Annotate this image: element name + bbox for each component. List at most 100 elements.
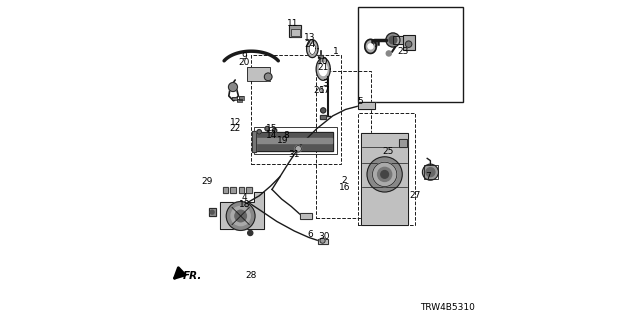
Bar [230, 187, 236, 193]
Bar [252, 131, 256, 152]
Bar [291, 29, 300, 36]
Text: 26: 26 [314, 86, 325, 95]
Bar [424, 165, 438, 179]
Bar [289, 25, 301, 37]
Text: 7: 7 [426, 172, 431, 181]
Text: 12: 12 [230, 118, 241, 127]
Text: 23: 23 [397, 47, 408, 56]
Text: 4: 4 [242, 193, 248, 202]
Bar [399, 139, 408, 147]
Bar [253, 127, 337, 154]
Circle shape [320, 238, 325, 243]
Circle shape [257, 130, 262, 134]
Text: 30: 30 [318, 232, 330, 241]
Polygon shape [220, 192, 264, 229]
Text: 9: 9 [241, 52, 246, 60]
Text: 29: 29 [202, 177, 213, 186]
Bar [223, 187, 228, 193]
Bar [232, 97, 237, 100]
Circle shape [406, 41, 412, 47]
Bar [319, 239, 328, 244]
Text: 31: 31 [288, 150, 300, 159]
Circle shape [378, 167, 392, 181]
Circle shape [426, 168, 435, 177]
Bar [247, 67, 270, 81]
Bar [289, 25, 301, 37]
Text: 28: 28 [246, 271, 257, 280]
Circle shape [210, 210, 214, 214]
Bar [223, 187, 228, 193]
Bar [393, 36, 403, 44]
Bar [319, 55, 323, 58]
Bar [209, 208, 216, 216]
Bar [300, 213, 312, 219]
Circle shape [422, 164, 438, 180]
Text: 13: 13 [304, 33, 316, 42]
Bar [316, 71, 371, 218]
Bar [254, 132, 333, 151]
Bar [230, 187, 236, 193]
Bar [320, 115, 326, 119]
Text: 14: 14 [266, 131, 277, 140]
Bar [209, 208, 216, 216]
Bar [251, 55, 340, 164]
Bar [358, 113, 415, 225]
Bar [247, 67, 270, 81]
Bar [237, 99, 242, 102]
Circle shape [265, 126, 269, 131]
Text: 11: 11 [287, 19, 298, 28]
Circle shape [248, 230, 253, 236]
Bar [358, 102, 375, 109]
Circle shape [231, 206, 250, 226]
Polygon shape [307, 40, 318, 58]
Bar [320, 115, 326, 119]
Bar [291, 29, 300, 36]
Circle shape [386, 33, 400, 47]
Circle shape [321, 108, 326, 113]
Circle shape [227, 202, 255, 230]
Text: 2: 2 [342, 176, 347, 185]
Text: 24: 24 [304, 40, 316, 49]
Bar [237, 99, 242, 102]
Circle shape [295, 146, 301, 152]
Circle shape [264, 73, 272, 81]
Text: TRW4B5310: TRW4B5310 [420, 303, 475, 312]
Bar [252, 131, 256, 152]
Circle shape [372, 162, 397, 187]
Bar [232, 97, 237, 100]
Text: 22: 22 [230, 124, 241, 133]
Circle shape [228, 83, 237, 92]
Polygon shape [309, 43, 316, 54]
Bar [239, 187, 244, 193]
Circle shape [386, 51, 391, 56]
Text: 20: 20 [238, 58, 250, 67]
Text: 3: 3 [323, 79, 328, 88]
Circle shape [235, 210, 246, 222]
Polygon shape [319, 63, 327, 76]
Bar [255, 138, 332, 143]
Bar [239, 96, 244, 100]
Circle shape [389, 36, 397, 44]
Text: 21: 21 [317, 63, 328, 72]
Text: 1: 1 [333, 47, 338, 56]
Text: 18: 18 [239, 200, 250, 209]
Polygon shape [365, 39, 376, 53]
Polygon shape [316, 58, 330, 80]
Circle shape [381, 171, 388, 178]
Text: 10: 10 [317, 57, 328, 66]
Circle shape [367, 157, 403, 192]
Bar [403, 35, 415, 50]
Text: 16: 16 [339, 183, 350, 192]
Text: 5: 5 [357, 97, 363, 106]
Bar [239, 187, 244, 193]
Bar [246, 187, 252, 193]
Bar [254, 132, 333, 151]
Bar [319, 239, 328, 244]
Bar [403, 35, 415, 50]
Circle shape [368, 44, 373, 49]
Bar [239, 96, 244, 100]
Text: FR.: FR. [183, 271, 202, 281]
Bar [361, 133, 408, 225]
Bar [361, 133, 408, 225]
Text: 27: 27 [410, 191, 421, 200]
